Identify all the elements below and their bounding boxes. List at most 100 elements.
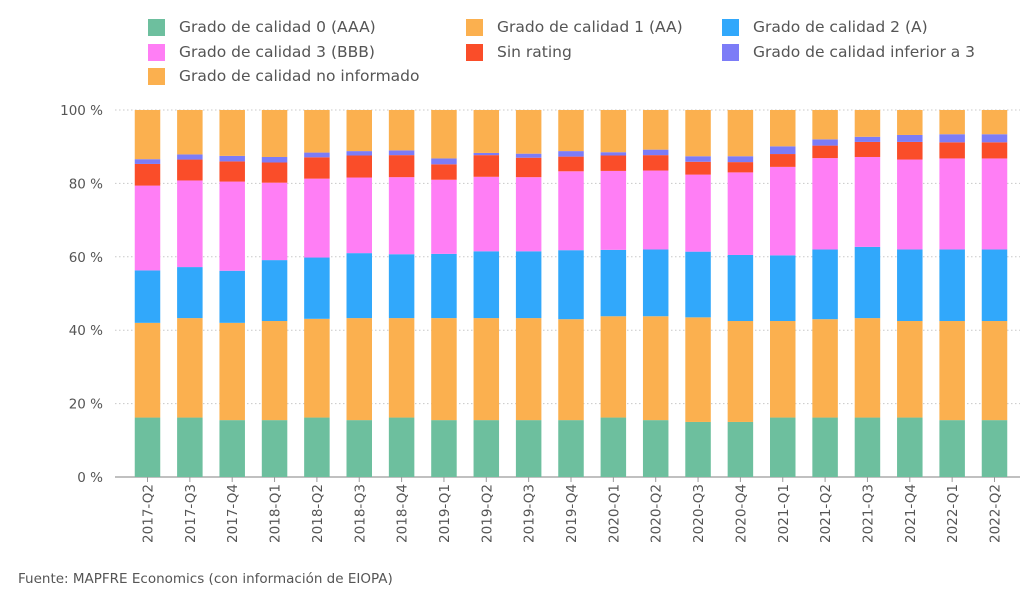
x-tick-label: 2019-Q4 xyxy=(564,484,580,543)
bar-segment xyxy=(558,319,584,421)
bar-segment xyxy=(346,253,372,319)
bar-segment xyxy=(770,110,796,147)
x-tick-label: 2018-Q4 xyxy=(395,484,411,543)
bar-segment xyxy=(134,417,161,477)
bar-segment xyxy=(812,145,838,159)
x-tick-label: 2017-Q2 xyxy=(141,484,157,543)
bar-segment xyxy=(558,110,584,152)
bar-segment xyxy=(642,170,669,250)
legend-label: Grado de calidad 2 (A) xyxy=(753,18,928,36)
bar-segment xyxy=(642,420,669,477)
bar-segment xyxy=(642,149,669,156)
bar-segment xyxy=(727,156,754,163)
legend-swatch xyxy=(722,18,739,36)
bar-segment xyxy=(939,420,965,477)
bar-segment xyxy=(727,321,754,422)
y-axis-ticks: 0 % 20 % 40 % 60 % 80 % 100 % xyxy=(60,103,103,486)
bar-segment xyxy=(854,156,881,247)
bar-segment xyxy=(939,142,965,159)
legend-label: Grado de calidad 0 (AAA) xyxy=(179,18,376,36)
bar-segment xyxy=(939,249,965,322)
bar-segment xyxy=(558,156,584,172)
y-tick-label: 60 % xyxy=(69,250,103,266)
bar-segment xyxy=(600,110,627,153)
bar-segment xyxy=(304,152,330,158)
bar-segment xyxy=(388,110,415,151)
legend-item-sin-rating: Sin rating xyxy=(466,41,572,63)
bar-segment xyxy=(981,420,1008,477)
bar-segment xyxy=(600,316,627,418)
bar-segment xyxy=(897,321,923,418)
x-tick-label: 2019-Q2 xyxy=(479,484,495,543)
bar-segment xyxy=(897,134,923,142)
bar-segment xyxy=(812,110,838,140)
bar-segment xyxy=(473,155,500,177)
bar-segment xyxy=(727,162,754,173)
legend-label: Grado de calidad no informado xyxy=(179,67,420,85)
bar-segment xyxy=(727,421,754,477)
bar-segment xyxy=(685,110,711,157)
bar-segment xyxy=(854,246,881,319)
bar-segment xyxy=(727,110,754,157)
bar-segment xyxy=(812,319,838,418)
bar-segment xyxy=(515,420,542,477)
bar-segment xyxy=(854,141,881,157)
bar-segment xyxy=(939,134,965,143)
bar-segment xyxy=(304,157,330,179)
bar-segment xyxy=(304,417,330,477)
bar-segment xyxy=(897,110,923,135)
x-tick-label: 2018-Q1 xyxy=(268,484,284,543)
bar-segment xyxy=(600,249,627,317)
legend-swatch xyxy=(148,18,165,36)
bar-segment xyxy=(515,110,542,154)
legend-label: Sin rating xyxy=(497,43,572,61)
bar-segment xyxy=(515,153,542,158)
y-tick-label: 100 % xyxy=(60,103,103,119)
bar-segment xyxy=(177,267,203,319)
bar-segment xyxy=(600,170,627,250)
bar-segment xyxy=(685,317,711,422)
bar-segment xyxy=(981,321,1008,421)
bar-segment xyxy=(473,318,500,421)
bar-segment xyxy=(177,159,203,181)
bar-segment xyxy=(685,251,711,318)
bar-segment xyxy=(854,110,881,137)
bar-segment xyxy=(134,185,161,271)
bar-segment xyxy=(431,253,457,319)
x-tick-label: 2020-Q4 xyxy=(733,484,749,543)
bar-segment xyxy=(431,110,457,159)
source-note: Fuente: MAPFRE Economics (con informació… xyxy=(18,571,393,587)
bar-segment xyxy=(177,154,203,160)
bar-segment xyxy=(939,321,965,421)
bar-segment xyxy=(473,176,500,252)
bar-segment xyxy=(219,181,245,271)
bar-segment xyxy=(261,156,288,163)
bar-segment xyxy=(515,157,542,178)
bar-segment xyxy=(981,158,1008,250)
x-tick-label: 2022-Q2 xyxy=(988,484,1004,543)
bar-segment xyxy=(219,155,245,162)
bar-segment xyxy=(261,182,288,261)
bar-segment xyxy=(473,420,500,477)
bar-segment xyxy=(558,171,584,251)
bar-segment xyxy=(939,110,965,135)
bar-segment xyxy=(346,155,372,178)
bar-segment xyxy=(854,136,881,142)
bar-segment xyxy=(770,166,796,256)
bar-segment xyxy=(600,155,627,171)
bar-segment xyxy=(304,178,330,258)
legend-label: Grado de calidad inferior a 3 xyxy=(753,43,976,61)
x-tick-label: 2021-Q4 xyxy=(903,484,919,543)
bar-segment xyxy=(388,150,415,156)
bar-segment xyxy=(261,321,288,421)
chart-legend: Grado de calidad 0 (AAA) Grado de calida… xyxy=(0,0,1026,95)
bar-segment xyxy=(177,180,203,268)
bar-segment xyxy=(134,163,161,186)
bar-segment xyxy=(812,417,838,477)
bar-segment xyxy=(134,270,161,323)
bar-segment xyxy=(261,260,288,322)
x-tick-label: 2019-Q3 xyxy=(522,484,538,543)
bar-segment xyxy=(346,420,372,477)
bar-segment xyxy=(770,417,796,477)
x-tick-label: 2020-Q2 xyxy=(649,484,665,543)
